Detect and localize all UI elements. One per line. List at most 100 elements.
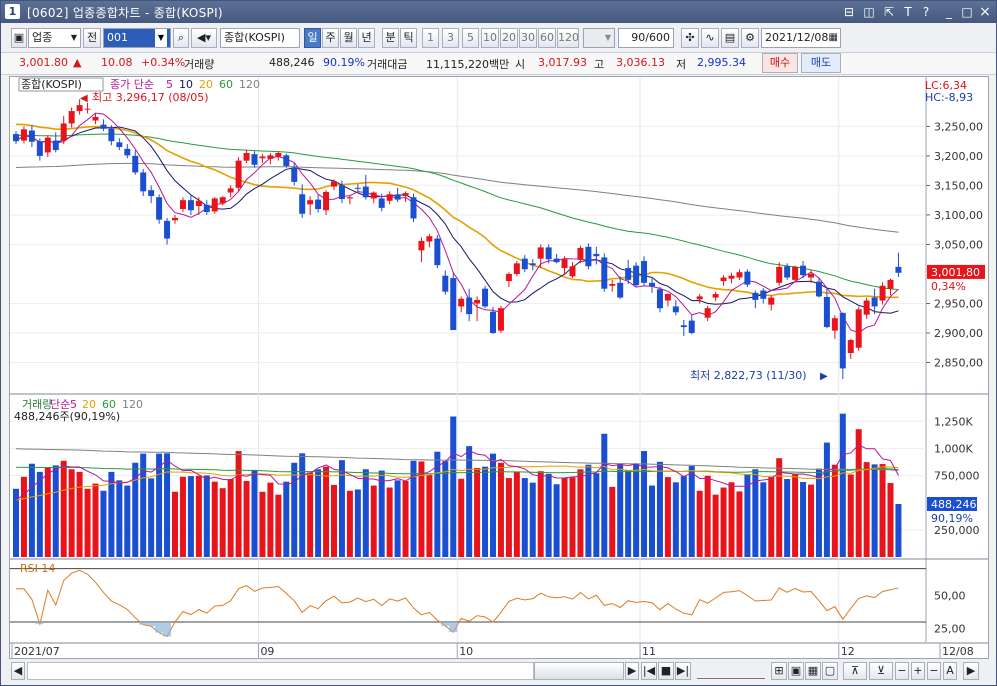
volume-legend-item: 20	[82, 398, 96, 411]
split-view-icon[interactable]: ⊟	[843, 5, 855, 19]
candle	[251, 154, 258, 165]
tab-day[interactable]: 일	[304, 28, 321, 48]
current-price: 3,001.80	[19, 56, 68, 69]
date-field[interactable]: 2021/12/08 ▦	[761, 28, 841, 48]
volume-bar	[148, 478, 155, 557]
volume-bar	[466, 446, 473, 557]
market-type-select[interactable]: 업종 ▼	[28, 28, 81, 48]
up-tick-icon[interactable]: ⊼	[843, 662, 867, 680]
candle	[378, 198, 385, 208]
candle	[649, 282, 655, 287]
save-icon[interactable]: ▤	[721, 28, 739, 48]
candle	[227, 188, 234, 193]
speaker-icon[interactable]: ◀▾	[191, 28, 217, 48]
lc-label: LC:6,34	[925, 79, 967, 92]
interval-120[interactable]: 120	[557, 28, 579, 48]
buy-button[interactable]: 매수	[762, 53, 798, 73]
candle	[847, 340, 854, 354]
scroll-track[interactable]	[27, 662, 534, 680]
candle	[609, 283, 616, 286]
candle	[601, 257, 608, 289]
candle	[728, 275, 735, 279]
bottom-bar: ◀ ▶ |◀ ■ ▶| ⊞ ▣ ▦ ▢ ⊼ ⊻ − + − A ▶	[1, 659, 996, 685]
custom-interval-select[interactable]: ▼	[583, 28, 615, 48]
window-icon[interactable]: ▢	[822, 662, 838, 680]
font-size-icon[interactable]: A	[943, 662, 957, 680]
interval-3[interactable]: 3	[442, 28, 459, 48]
code-input[interactable]: 001 ▼	[103, 28, 171, 48]
volume-bar	[871, 464, 878, 557]
candle	[744, 271, 751, 285]
count-field[interactable]: 90/600	[618, 28, 674, 48]
price-axis-label: 2,950,00	[934, 297, 983, 310]
sell-button[interactable]: 매도	[801, 53, 841, 73]
minus-icon[interactable]: −	[895, 662, 909, 680]
volume-bar	[370, 485, 377, 557]
down-tick-icon[interactable]: ⊻	[869, 662, 893, 680]
scroll-right-icon[interactable]: ▶	[963, 662, 979, 680]
tab-year[interactable]: 년	[358, 28, 375, 48]
volume-bar	[474, 467, 481, 557]
title-bar: 1 [0602] 업종종합차트 - 종합(KOSPI) ⊟ ◫ ⇱ T ? _ …	[1, 1, 996, 23]
chart-area[interactable]: 3,250,00 3,200,00 3,150,00 3,100,00 3,050,00…	[9, 76, 989, 659]
minimize-icon[interactable]: _	[946, 5, 952, 19]
last-icon[interactable]: ▶|	[675, 662, 691, 680]
candle	[800, 265, 807, 276]
scroll-left-icon[interactable]: ◀	[11, 662, 25, 680]
stop-icon[interactable]: ■	[658, 662, 674, 680]
interval-10[interactable]: 10	[481, 28, 499, 48]
current-volume-tag-text: 488,246	[931, 498, 977, 511]
drawing-tool-icon[interactable]: ∿	[701, 28, 719, 48]
candle	[148, 190, 155, 197]
high-label: 고	[594, 58, 605, 71]
scroll-thumb[interactable]	[534, 662, 624, 680]
crosshair-icon[interactable]: ✣	[681, 28, 699, 48]
link-icon[interactable]: ⇱	[883, 5, 895, 19]
candle	[450, 278, 457, 331]
candle	[895, 266, 902, 273]
price-pane-title-box	[18, 77, 104, 92]
close-icon[interactable]: ×	[979, 4, 991, 20]
gear-icon[interactable]: ⚙	[741, 28, 759, 48]
search-icon[interactable]: ⌕	[173, 28, 189, 48]
interval-60[interactable]: 60	[538, 28, 556, 48]
interval-30[interactable]: 30	[519, 28, 537, 48]
interval-5[interactable]: 5	[462, 28, 479, 48]
tab-month[interactable]: 월	[340, 28, 357, 48]
tile-icon[interactable]: ◫	[863, 5, 875, 19]
scroll-right-icon[interactable]: ▶	[625, 662, 639, 680]
tab-tick[interactable]: 틱	[400, 28, 417, 48]
first-icon[interactable]: |◀	[641, 662, 657, 680]
layout-icon[interactable]: ▣	[788, 662, 804, 680]
zoom-slider[interactable]	[697, 663, 765, 679]
plus-icon[interactable]: +	[911, 662, 925, 680]
volume-ma-line	[15, 448, 899, 471]
interval-1[interactable]: 1	[422, 28, 439, 48]
volume-bar	[696, 490, 703, 557]
volume-bar	[354, 489, 361, 557]
low-value: 2,995.34	[697, 56, 746, 69]
tab-minute[interactable]: 분	[382, 28, 399, 48]
lock-icon[interactable]: ▣	[11, 28, 27, 48]
current-pct-label: 0,34%	[931, 280, 966, 293]
font-icon[interactable]: T	[904, 5, 912, 19]
volume-bar	[195, 475, 202, 557]
candle	[482, 288, 489, 307]
current-price-tag	[927, 264, 985, 279]
price-axis-label: 3,150,00	[934, 179, 983, 192]
ma-line-5	[15, 112, 899, 334]
volume-bar	[768, 477, 775, 557]
interval-20[interactable]: 20	[500, 28, 518, 48]
volume-legend-item: 5	[70, 398, 77, 411]
chart-type-icon[interactable]: ⊞	[771, 662, 787, 680]
help-icon[interactable]: ?	[922, 5, 930, 19]
candle	[84, 108, 91, 110]
prev-button[interactable]: 전	[83, 28, 101, 48]
minus-icon[interactable]: −	[927, 662, 941, 680]
grid-icon[interactable]: ▦	[805, 662, 821, 680]
maximize-icon[interactable]: □	[961, 5, 973, 19]
volume-bar	[116, 480, 123, 557]
tab-week[interactable]: 주	[322, 28, 339, 48]
volume-bar	[402, 481, 409, 557]
volume-bar	[52, 465, 59, 557]
